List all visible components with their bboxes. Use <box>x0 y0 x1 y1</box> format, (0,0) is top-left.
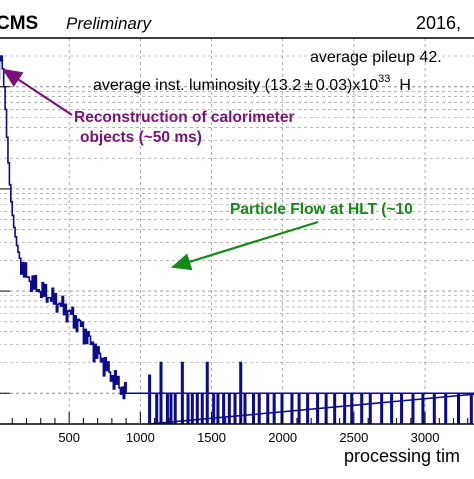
preliminary-label: Preliminary <box>66 14 153 33</box>
histogram-bin <box>343 392 347 424</box>
histogram-bin <box>272 392 276 424</box>
year-label: 2016, <box>416 13 461 33</box>
experiment-label: CMS <box>0 13 38 34</box>
histogram-bin <box>432 392 436 424</box>
histogram-bin <box>411 392 415 424</box>
histogram-bin <box>222 392 226 424</box>
lumi-exponent: 33 <box>378 73 390 85</box>
lumi-mid: 0.03)x10 <box>316 77 378 94</box>
histogram-bin <box>212 392 216 424</box>
histogram-bin <box>243 392 247 424</box>
histogram-bin <box>324 392 328 424</box>
histogram-bin <box>444 392 448 424</box>
histogram-bin <box>400 392 404 424</box>
histogram-bin <box>148 374 152 424</box>
histogram-bin <box>380 392 384 424</box>
histogram-bin <box>227 392 231 424</box>
x-tick-label: 1000 <box>126 430 155 445</box>
histogram-bin <box>252 392 256 424</box>
histogram-bin <box>333 392 337 424</box>
histogram-bin <box>169 392 173 424</box>
particle-flow-annotation: Particle Flow at HLT (~10 <box>230 201 413 218</box>
histogram-bin <box>316 392 320 424</box>
histogram-bin <box>297 392 301 424</box>
histogram-bin <box>457 392 461 424</box>
calorimeter-annotation-line1: Reconstruction of calorimeter <box>74 109 295 126</box>
histogram-bin <box>266 392 270 424</box>
histogram-bin <box>216 392 220 424</box>
histogram-bin <box>205 361 209 424</box>
histogram-bin <box>257 392 261 424</box>
histogram-bin <box>233 392 237 424</box>
histogram-bin <box>306 392 310 424</box>
histogram-bin <box>173 392 177 424</box>
plot-frame <box>0 37 474 425</box>
x-tick-label: 1500 <box>197 430 226 445</box>
histogram-bin <box>350 392 354 424</box>
axis-ticks: 500 1000 1500 2000 2500 3000 <box>0 86 469 445</box>
histogram-bin <box>195 392 199 424</box>
calorimeter-arrow <box>2 68 73 116</box>
histogram-bin <box>390 392 394 424</box>
luminosity-label: average inst. luminosity (13.2 ±0.03)x103… <box>93 73 411 94</box>
histogram-bin <box>165 392 169 424</box>
lumi-prefix: average inst. luminosity (13.2 <box>93 77 301 94</box>
x-tick-label: 500 <box>58 430 80 445</box>
histogram-outline <box>0 55 474 425</box>
histogram-bin <box>469 392 473 424</box>
x-tick-label: 2000 <box>268 430 297 445</box>
calorimeter-annotation-line2: objects (~50 ms) <box>80 129 202 146</box>
histogram-bin <box>200 392 204 424</box>
histogram-bin <box>180 361 184 424</box>
histogram-bin <box>421 392 425 424</box>
lumi-suffix: H <box>399 77 411 94</box>
particle-flow-arrow <box>170 220 319 271</box>
histogram-bin <box>290 392 294 424</box>
lumi-plus-minus: ± <box>304 77 313 94</box>
histogram-series <box>0 55 474 425</box>
histogram-bin <box>159 361 163 424</box>
x-tick-label: 3000 <box>411 430 440 445</box>
histogram-bin <box>155 392 159 424</box>
histogram-bin <box>190 392 194 424</box>
histogram-bin <box>360 392 364 424</box>
histogram-bin <box>368 392 372 424</box>
histogram-bin <box>280 392 284 424</box>
histogram-bin <box>186 392 190 424</box>
x-tick-label: 2500 <box>339 430 368 445</box>
grid <box>0 37 474 424</box>
pileup-label: average pileup 42. <box>310 49 442 66</box>
histogram-bin <box>239 361 243 424</box>
x-axis-title: processing tim <box>344 446 460 466</box>
